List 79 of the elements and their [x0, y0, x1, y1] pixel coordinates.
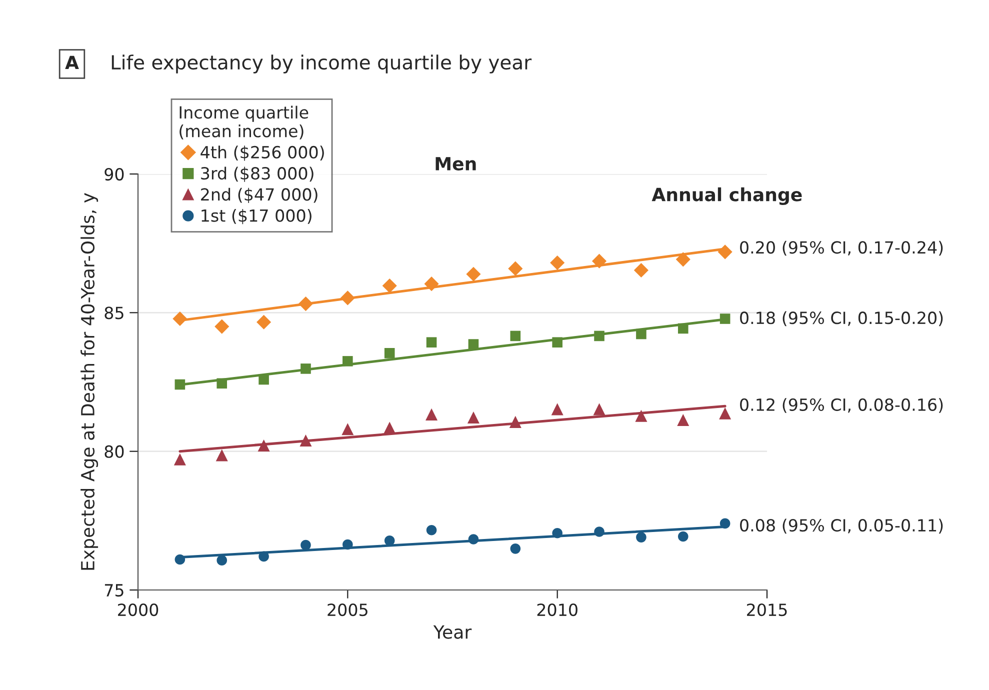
point — [593, 403, 606, 416]
point — [300, 434, 312, 447]
point — [468, 534, 479, 544]
point — [592, 254, 607, 268]
point — [172, 311, 188, 326]
point — [258, 374, 269, 385]
point — [216, 555, 228, 566]
point — [594, 330, 604, 342]
point — [300, 540, 311, 550]
point — [594, 526, 604, 537]
point — [468, 339, 479, 350]
legend-label: 2nd ($47 000) — [201, 188, 318, 203]
x-tick-label: 2000 — [118, 603, 158, 616]
chart-subtitle: Men — [436, 157, 476, 170]
chart-title: Life expectancy by income quartile by year — [112, 54, 532, 74]
point — [216, 378, 228, 389]
point — [342, 539, 353, 550]
point — [214, 319, 230, 334]
text: A — [65, 56, 79, 69]
point — [384, 422, 396, 434]
point — [424, 276, 439, 292]
point — [258, 439, 270, 452]
point — [510, 544, 521, 554]
point — [382, 278, 397, 294]
x-tick-label: 2005 — [328, 603, 368, 616]
point — [678, 323, 688, 334]
point — [342, 356, 353, 366]
point — [718, 244, 732, 260]
point — [426, 408, 438, 420]
point — [174, 453, 186, 466]
point — [342, 423, 354, 436]
point — [426, 524, 437, 536]
x-tick-label: 2015 — [747, 603, 787, 616]
point — [678, 531, 688, 542]
y-tick-label: 90 — [104, 168, 124, 181]
point — [340, 290, 355, 306]
point — [384, 348, 395, 358]
point — [636, 532, 646, 542]
point — [174, 554, 186, 565]
annotation: 0.18 (95% CI, 0.15-0.20) — [740, 311, 943, 326]
point — [719, 407, 732, 420]
point — [300, 364, 311, 374]
point — [676, 252, 690, 267]
point — [508, 261, 523, 276]
annotation: 0.20 (95% CI, 0.17-0.24) — [740, 240, 943, 256]
point — [256, 314, 272, 330]
point — [466, 266, 481, 282]
point — [550, 255, 565, 270]
point — [510, 330, 521, 342]
point — [677, 414, 690, 426]
legend-label: 1st ($17 000) — [202, 208, 312, 224]
legend-title: Income quartile (mean income) — [180, 106, 308, 140]
y-tick-label: 80 — [104, 445, 124, 458]
point — [720, 518, 730, 529]
point — [634, 262, 648, 278]
x-tick-label: 2010 — [537, 603, 578, 616]
legend-label: 3rd ($83 000) — [201, 166, 314, 182]
annotation: 0.12 (95% CI, 0.08-0.16) — [740, 398, 943, 413]
annotation: 0.08 (95% CI, 0.05-0.11) — [740, 518, 943, 534]
point — [298, 296, 314, 312]
y-axis-title: Expected Age at Death for 40-Year-Olds, y — [80, 192, 98, 570]
point — [216, 449, 228, 462]
point — [384, 535, 395, 546]
y-tick-label: 75 — [104, 584, 124, 597]
legend-label: 4th ($256 000) — [200, 146, 324, 161]
x-axis-title: Year — [433, 625, 472, 639]
y-tick-label: 85 — [104, 306, 124, 320]
point — [552, 337, 562, 348]
point — [174, 379, 186, 390]
point — [467, 411, 480, 424]
point — [635, 410, 648, 422]
point — [258, 551, 269, 562]
point — [552, 528, 562, 538]
point — [426, 337, 437, 348]
point — [636, 328, 646, 340]
point — [720, 314, 730, 324]
point — [551, 403, 564, 416]
point — [509, 416, 522, 428]
annotation: Annual change — [652, 187, 802, 205]
